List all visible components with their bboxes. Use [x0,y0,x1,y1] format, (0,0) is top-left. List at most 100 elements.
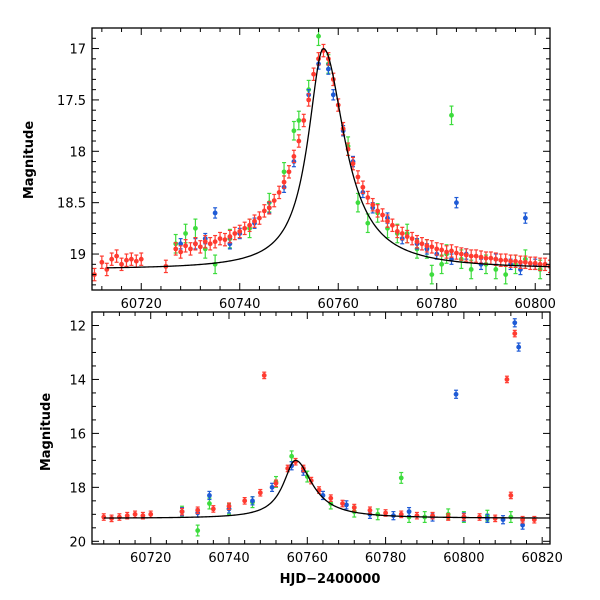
bottom-point-s0-32 [504,375,510,384]
top-point-s0-60 [414,234,420,249]
top-point-s0-25 [242,221,248,236]
top-point-s0-63 [429,240,435,254]
data-point [328,495,334,501]
data-point [513,258,518,264]
top-point-s2-15 [355,192,361,213]
bottom-y-tick-label: 20 [69,535,86,550]
top-point-s0-51 [370,197,376,212]
bottom-x-axis-label: HJD−2400000 [280,572,381,587]
data-point [518,259,523,265]
bottom-x-tick-label: 60800 [443,551,484,566]
data-point [453,391,459,397]
bottom-point-s1-19 [516,342,522,352]
data-point [311,71,317,77]
top-point-s2-4 [212,254,218,275]
bottom-x-tick-label: 60740 [208,551,249,566]
data-point [404,234,410,239]
bottom-point-s0-25 [398,510,404,519]
bottom-x-tick-label: 60760 [287,551,328,566]
data-point [390,222,395,228]
data-point [193,241,198,247]
data-point [296,138,302,144]
top-point-s0-33 [281,175,287,189]
data-point [252,218,257,224]
bottom-point-s0-26 [414,511,420,520]
data-point [257,490,263,496]
top-point-s2-10 [296,110,302,131]
top-plot-frame [91,27,551,291]
bottom-y-axis-label: Magnitude [39,393,54,472]
bottom-point-s0-23 [367,506,373,515]
top-point-s0-16 [197,240,203,254]
data-point [117,514,122,520]
top-point-s0-68 [454,246,459,260]
data-point [516,344,522,350]
top-model-curve [106,47,550,269]
data-point [434,246,440,252]
top-point-s0-24 [237,224,243,239]
data-point [504,377,510,382]
bottom-point-s0-2 [117,513,122,521]
data-point [188,246,193,252]
top-point-s0-85 [537,257,543,272]
bottom-panel: 60720 60740 60760 60780 60800 60820 12 14 16 18 20… [39,311,563,587]
bottom-point-s2-1 [195,524,201,537]
data-point [458,251,464,257]
data-point [212,210,218,216]
top-point-s0-59 [409,231,415,246]
top-point-s0-84 [532,256,538,271]
data-point [289,453,295,459]
top-point-s0-34 [286,165,292,179]
bottom-x-tick-label: 60780 [365,551,406,566]
top-point-s0-1 [99,255,105,270]
top-point-s0-4 [114,249,120,263]
top-point-s0-8 [133,254,139,268]
data-point [276,189,282,195]
top-point-s0-50 [365,190,371,205]
top-y-axis-label: Magnitude [22,121,37,200]
data-point [473,253,479,259]
data-point [512,320,518,326]
bottom-point-s1-4 [250,496,255,506]
top-point-s0-31 [271,193,277,208]
data-point [242,225,248,231]
bottom-data-points [101,318,537,537]
top-point-s0-49 [360,180,366,195]
data-point [500,517,506,523]
data-point [503,257,509,263]
data-point [355,200,361,206]
data-point [212,239,218,245]
data-point [217,236,223,242]
data-point [178,241,184,247]
top-data-points [92,28,550,285]
top-point-s0-38 [306,93,312,107]
data-point [257,215,262,221]
data-point [406,509,412,515]
data-point [419,241,425,247]
data-point [138,256,144,262]
top-y-tick-label: 19 [69,248,86,263]
data-point [424,243,430,249]
data-point [271,198,277,204]
top-point-s0-11 [173,242,179,256]
top-y-tick-label: 18.5 [57,197,86,212]
top-point-s0-54 [385,214,390,228]
top-point-s0-80 [513,254,518,268]
bottom-x-tick-label: 60820 [521,551,562,566]
top-x-tick-label: 60720 [121,297,162,312]
top-point-s0-61 [419,237,425,251]
data-point [193,225,198,231]
data-point [266,205,272,211]
data-point [380,212,385,218]
top-point-s0-29 [261,204,267,218]
data-point [449,112,454,118]
data-point [344,502,349,508]
data-point [281,169,287,175]
bottom-point-s0-6 [148,510,154,519]
top-point-s0-2 [104,262,110,277]
top-point-s0-83 [527,256,533,271]
data-point [503,272,509,277]
bottom-point-s1-9 [344,500,349,510]
top-point-s2-31 [503,264,509,285]
